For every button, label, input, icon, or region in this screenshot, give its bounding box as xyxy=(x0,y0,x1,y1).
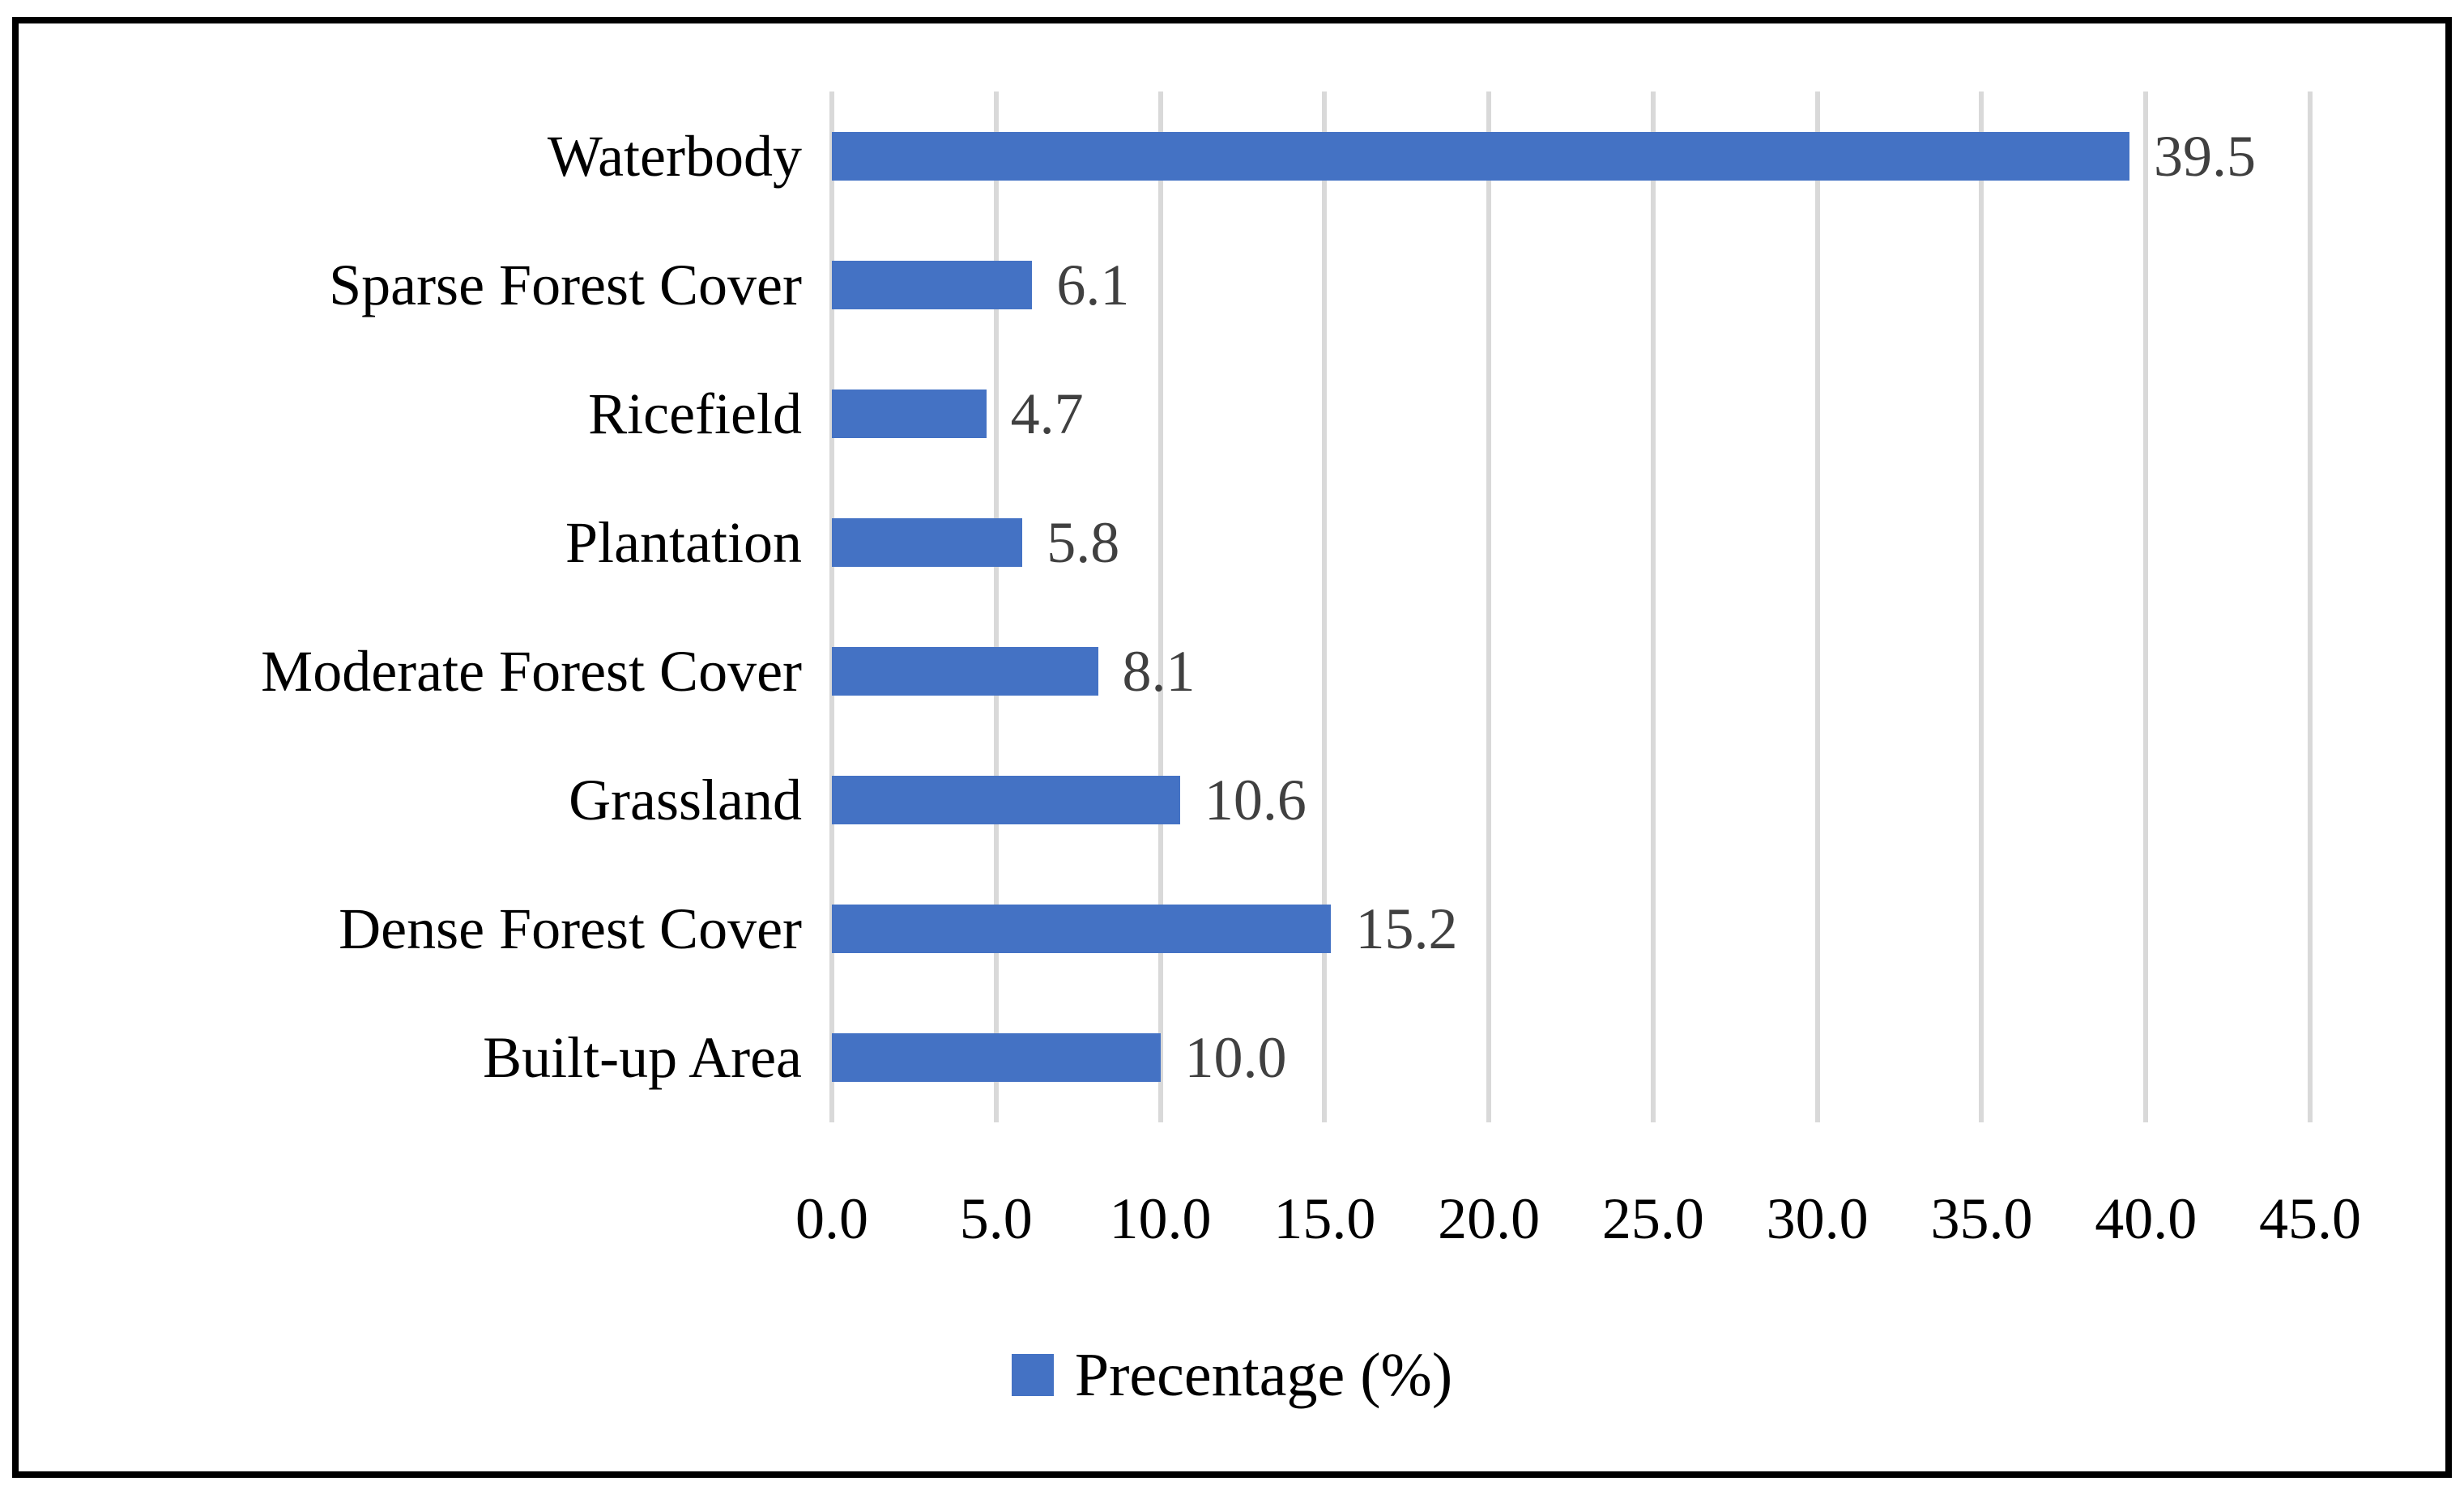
bar-moderate-forest-cover xyxy=(832,647,1098,696)
x-tick-label: 5.0 xyxy=(959,1186,1033,1251)
gridline xyxy=(2308,92,2313,1122)
gridline xyxy=(2143,92,2149,1122)
gridline xyxy=(1979,92,1984,1122)
category-label: Built-up Area xyxy=(483,1025,802,1091)
bar-value-label: 10.6 xyxy=(1204,768,1307,833)
bar-value-label: 6.1 xyxy=(1056,252,1130,317)
x-tick-label: 45.0 xyxy=(2259,1186,2361,1251)
x-tick-label: 10.0 xyxy=(1109,1186,1212,1251)
bar-waterbody xyxy=(832,131,2129,181)
plot-area: 39.5 6.1 4.7 5.8 8.1 10.6 15.2 10.0 xyxy=(829,92,2313,1122)
x-tick-label: 30.0 xyxy=(1766,1186,1869,1251)
category-label: Grassland xyxy=(569,768,802,833)
x-tick-label: 20.0 xyxy=(1438,1186,1541,1251)
x-tick-label: 15.0 xyxy=(1273,1186,1376,1251)
gridline xyxy=(1322,92,1328,1122)
bar-value-label: 4.7 xyxy=(1010,381,1084,446)
bar-value-label: 39.5 xyxy=(2153,123,2256,189)
gridline xyxy=(1814,92,1820,1122)
bar-grassland xyxy=(832,776,1180,825)
bar-plantation xyxy=(832,517,1023,567)
bar-value-label: 10.0 xyxy=(1184,1025,1287,1091)
bar-value-label: 5.8 xyxy=(1047,509,1120,575)
category-label: Waterbody xyxy=(547,123,802,189)
x-tick-label: 35.0 xyxy=(1930,1186,2033,1251)
x-tick-label: 40.0 xyxy=(2095,1186,2198,1251)
bar-sparse-forest-cover xyxy=(832,260,1033,309)
category-label: Sparse Forest Cover xyxy=(329,252,802,317)
category-label: Plantation xyxy=(565,509,802,575)
category-label: Dense Forest Cover xyxy=(339,896,802,962)
gridline xyxy=(993,92,999,1122)
bar-ricefield xyxy=(832,389,987,438)
category-label: Ricefield xyxy=(588,381,802,446)
category-label: Moderate Forest Cover xyxy=(261,639,802,705)
gridline xyxy=(1486,92,1492,1122)
legend: Precentage (%) xyxy=(0,1336,2464,1414)
x-tick-label: 0.0 xyxy=(795,1186,868,1251)
legend-label: Precentage (%) xyxy=(1074,1340,1453,1409)
gridline xyxy=(1650,92,1656,1122)
bar-value-label: 8.1 xyxy=(1122,639,1196,705)
bar-built-up-area xyxy=(832,1033,1161,1083)
bar-dense-forest-cover xyxy=(832,905,1332,954)
x-tick-label: 25.0 xyxy=(1601,1186,1704,1251)
legend-swatch-icon xyxy=(1011,1354,1054,1396)
gridline xyxy=(829,92,834,1122)
gridline xyxy=(1157,92,1163,1122)
bar-value-label: 15.2 xyxy=(1355,896,1458,962)
